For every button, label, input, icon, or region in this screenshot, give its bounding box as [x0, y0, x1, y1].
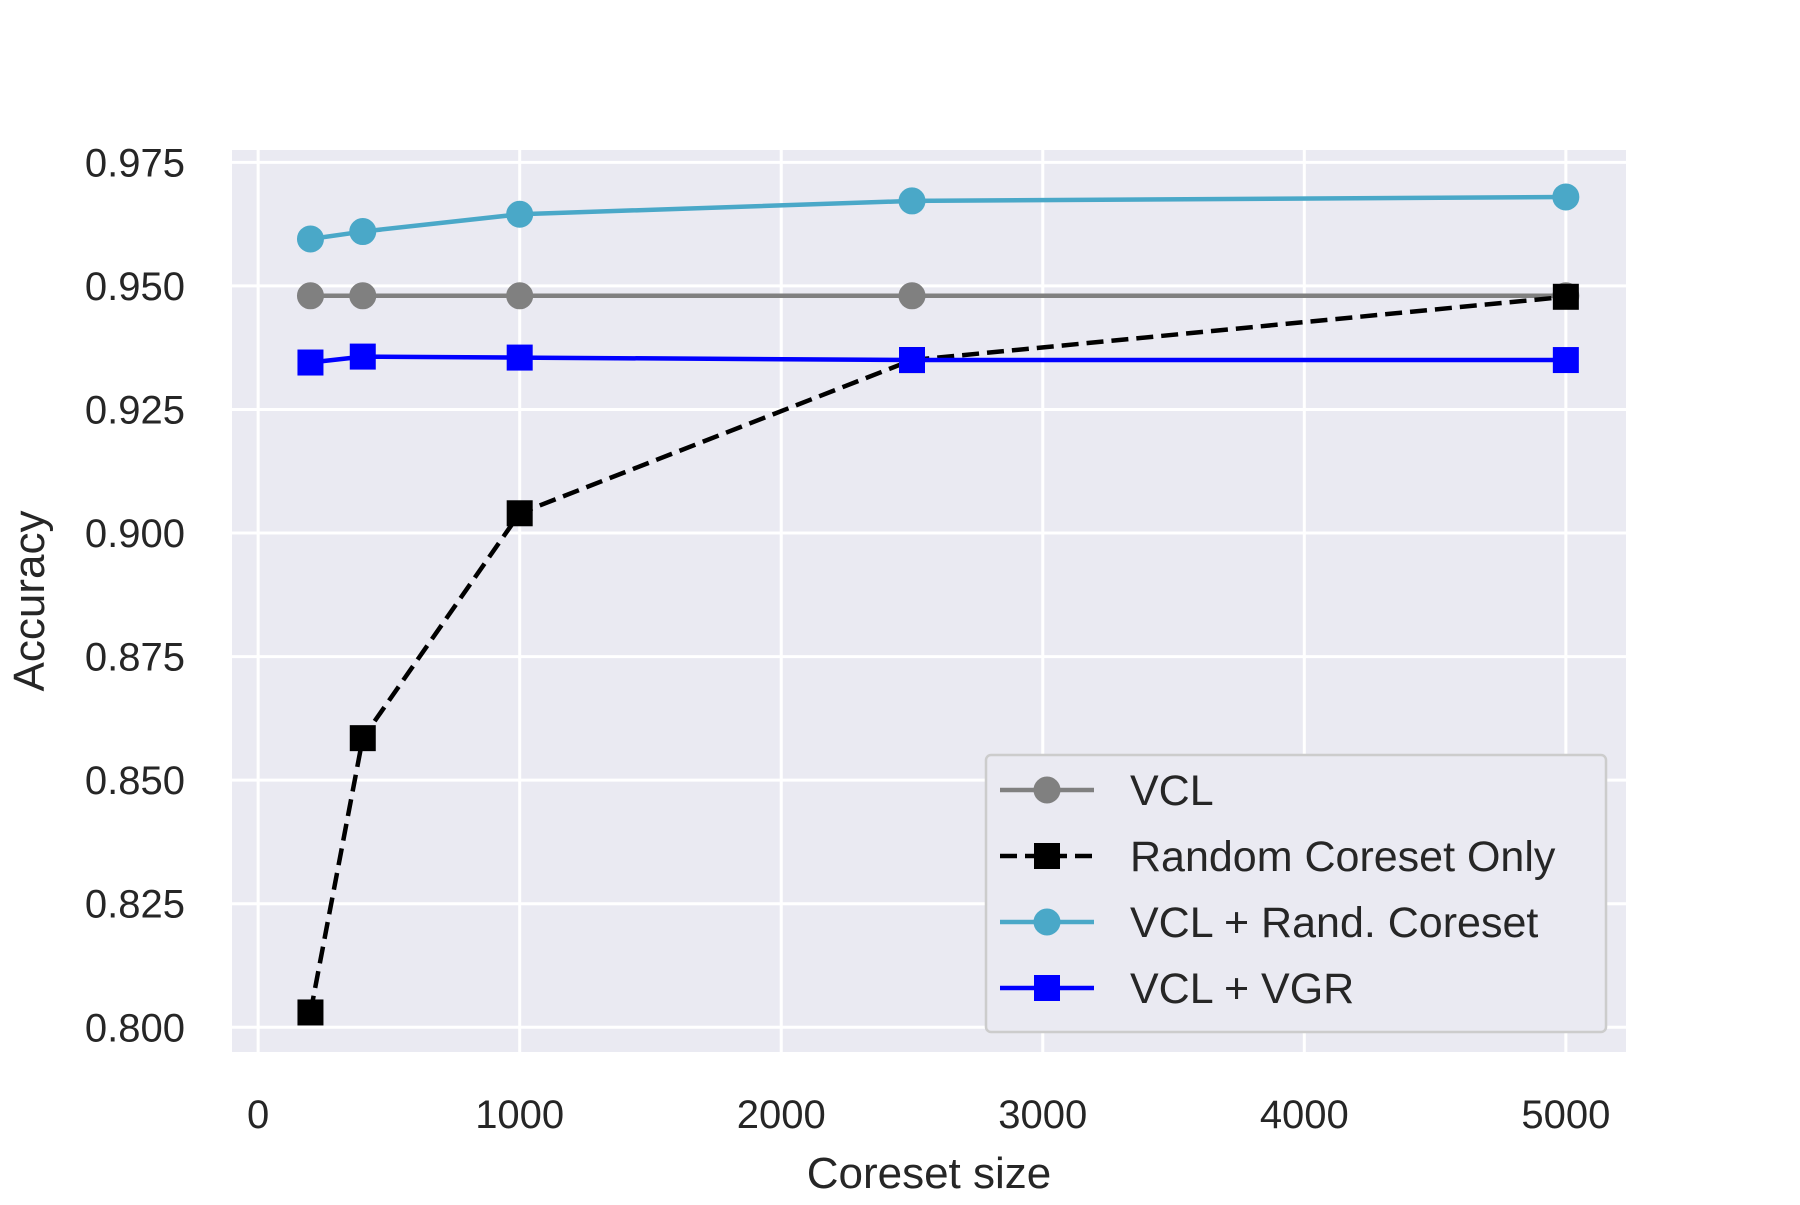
- data-point: [898, 187, 926, 215]
- legend-label: VCL + Rand. Coreset: [1130, 899, 1538, 947]
- y-tick-label: 0.850: [85, 759, 185, 803]
- legend-item: Random Coreset Only: [1000, 833, 1556, 881]
- data-point: [349, 343, 376, 370]
- y-tick-label: 0.975: [85, 141, 185, 185]
- y-tick-label: 0.925: [85, 388, 185, 432]
- y-axis-label: Accuracy: [5, 511, 54, 692]
- legend-marker: [1033, 776, 1061, 804]
- data-point: [1552, 183, 1580, 211]
- y-tick-labels: 0.800 0.825 0.850 0.875 0.900 0.925 0.950 0.975: [85, 141, 185, 1050]
- series-layer: [296, 183, 1580, 1026]
- x-tick-label: 2000: [737, 1093, 826, 1137]
- y-tick-label: 0.875: [85, 636, 185, 680]
- y-tick-label: 0.950: [85, 265, 185, 309]
- data-point: [898, 282, 926, 310]
- legend-items: VCL Random Coreset Only VCL + Rand. Corese…: [1000, 767, 1556, 1013]
- legend-label: VCL + VGR: [1130, 965, 1354, 1013]
- legend-label: VCL: [1130, 767, 1214, 815]
- x-tick-labels: 0 1000 2000 3000 4000 5000: [247, 1093, 1610, 1137]
- data-point: [297, 999, 324, 1026]
- legend-label: Random Coreset Only: [1130, 833, 1556, 881]
- data-point: [297, 349, 324, 376]
- y-tick-label: 0.800: [85, 1006, 185, 1050]
- data-point: [899, 347, 925, 374]
- legend: VCL Random Coreset Only VCL + Rand. Corese…: [984, 753, 1608, 1034]
- series-vcl-vgr: [297, 343, 1579, 376]
- legend-marker: [1034, 843, 1060, 869]
- x-tick-label: 4000: [1260, 1093, 1349, 1137]
- data-point: [349, 282, 377, 310]
- x-tick-label: 3000: [998, 1093, 1087, 1137]
- data-point: [1552, 347, 1579, 374]
- grid-lines: [232, 150, 1626, 1052]
- data-point: [506, 500, 533, 527]
- data-point: [296, 225, 324, 253]
- legend-marker: [1033, 908, 1061, 936]
- data-point: [506, 282, 534, 310]
- legend-item: VCL + Rand. Coreset: [1000, 899, 1538, 947]
- y-tick-label: 0.900: [85, 512, 185, 556]
- x-tick-label: 5000: [1521, 1093, 1610, 1137]
- data-point: [349, 218, 377, 246]
- data-point: [1552, 283, 1579, 310]
- legend-item: VCL: [1000, 767, 1214, 815]
- legend-marker: [1034, 975, 1060, 1001]
- legend-box: [984, 753, 1608, 1034]
- series-vcl-rand-coreset: [296, 183, 1580, 253]
- data-point: [506, 200, 534, 228]
- data-point: [296, 282, 324, 310]
- x-tick-label: 0: [247, 1093, 269, 1137]
- x-tick-label: 1000: [475, 1093, 564, 1137]
- data-point: [506, 344, 533, 371]
- legend-item: VCL + VGR: [1000, 965, 1354, 1013]
- data-point: [349, 725, 376, 752]
- y-tick-label: 0.825: [85, 883, 185, 927]
- x-axis-label: Coreset size: [807, 1149, 1052, 1198]
